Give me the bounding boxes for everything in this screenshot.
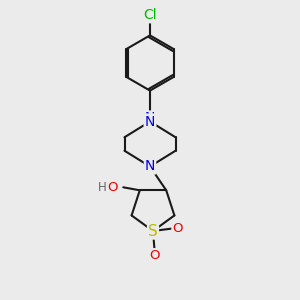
Text: N: N [145,115,155,128]
Text: N: N [145,112,155,125]
Text: O: O [107,181,117,194]
Text: S: S [148,224,158,238]
Text: Cl: Cl [143,8,157,22]
Text: O: O [172,222,183,235]
Text: O: O [149,249,160,262]
Text: H: H [98,181,106,194]
Text: N: N [145,160,155,173]
